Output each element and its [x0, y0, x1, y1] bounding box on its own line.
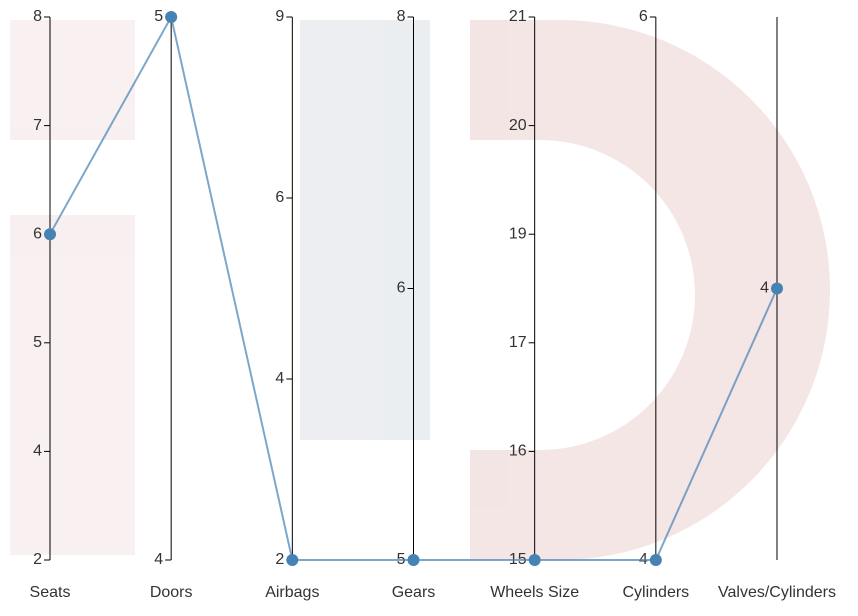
tick-label: 6: [639, 8, 648, 25]
tick-label: 21: [509, 8, 527, 25]
axis-label: Cylinders: [622, 584, 689, 601]
axis-label: Valves/Cylinders: [718, 584, 836, 601]
watermark-shape: [10, 215, 135, 555]
tick-label: 6: [397, 280, 406, 297]
tick-label: 20: [509, 117, 527, 134]
data-point: [165, 11, 178, 23]
tick-label: 4: [154, 551, 163, 568]
tick-label: 6: [33, 225, 42, 242]
watermark-shape: [10, 20, 135, 140]
tick-label: 19: [509, 225, 527, 242]
tick-label: 17: [509, 334, 527, 351]
tick-label: 4: [275, 370, 284, 387]
axis-label: Airbags: [265, 584, 319, 601]
axis-label: Doors: [150, 584, 193, 601]
tick-label: 6: [275, 189, 284, 206]
tick-label: 5: [154, 8, 163, 25]
watermark-shape: [300, 20, 430, 440]
axis-label: Wheels Size: [490, 584, 579, 601]
tick-label: 4: [33, 443, 42, 460]
tick-label: 9: [275, 8, 284, 25]
data-point: [528, 554, 541, 566]
tick-label: 4: [760, 280, 769, 297]
tick-label: 2: [275, 551, 284, 568]
tick-label: 7: [33, 117, 42, 134]
data-point: [286, 554, 299, 566]
data-point: [649, 554, 662, 566]
tick-label: 16: [509, 443, 527, 460]
tick-label: 8: [397, 8, 406, 25]
tick-label: 5: [33, 334, 42, 351]
axis-label: Seats: [30, 584, 71, 601]
data-point: [44, 228, 56, 241]
axis-label: Gears: [392, 584, 436, 601]
data-point: [407, 554, 420, 566]
watermark-shape: [470, 20, 830, 560]
tick-label: 8: [33, 8, 42, 25]
data-point: [771, 282, 783, 295]
watermark: [10, 20, 830, 560]
tick-label: 2: [33, 551, 42, 568]
